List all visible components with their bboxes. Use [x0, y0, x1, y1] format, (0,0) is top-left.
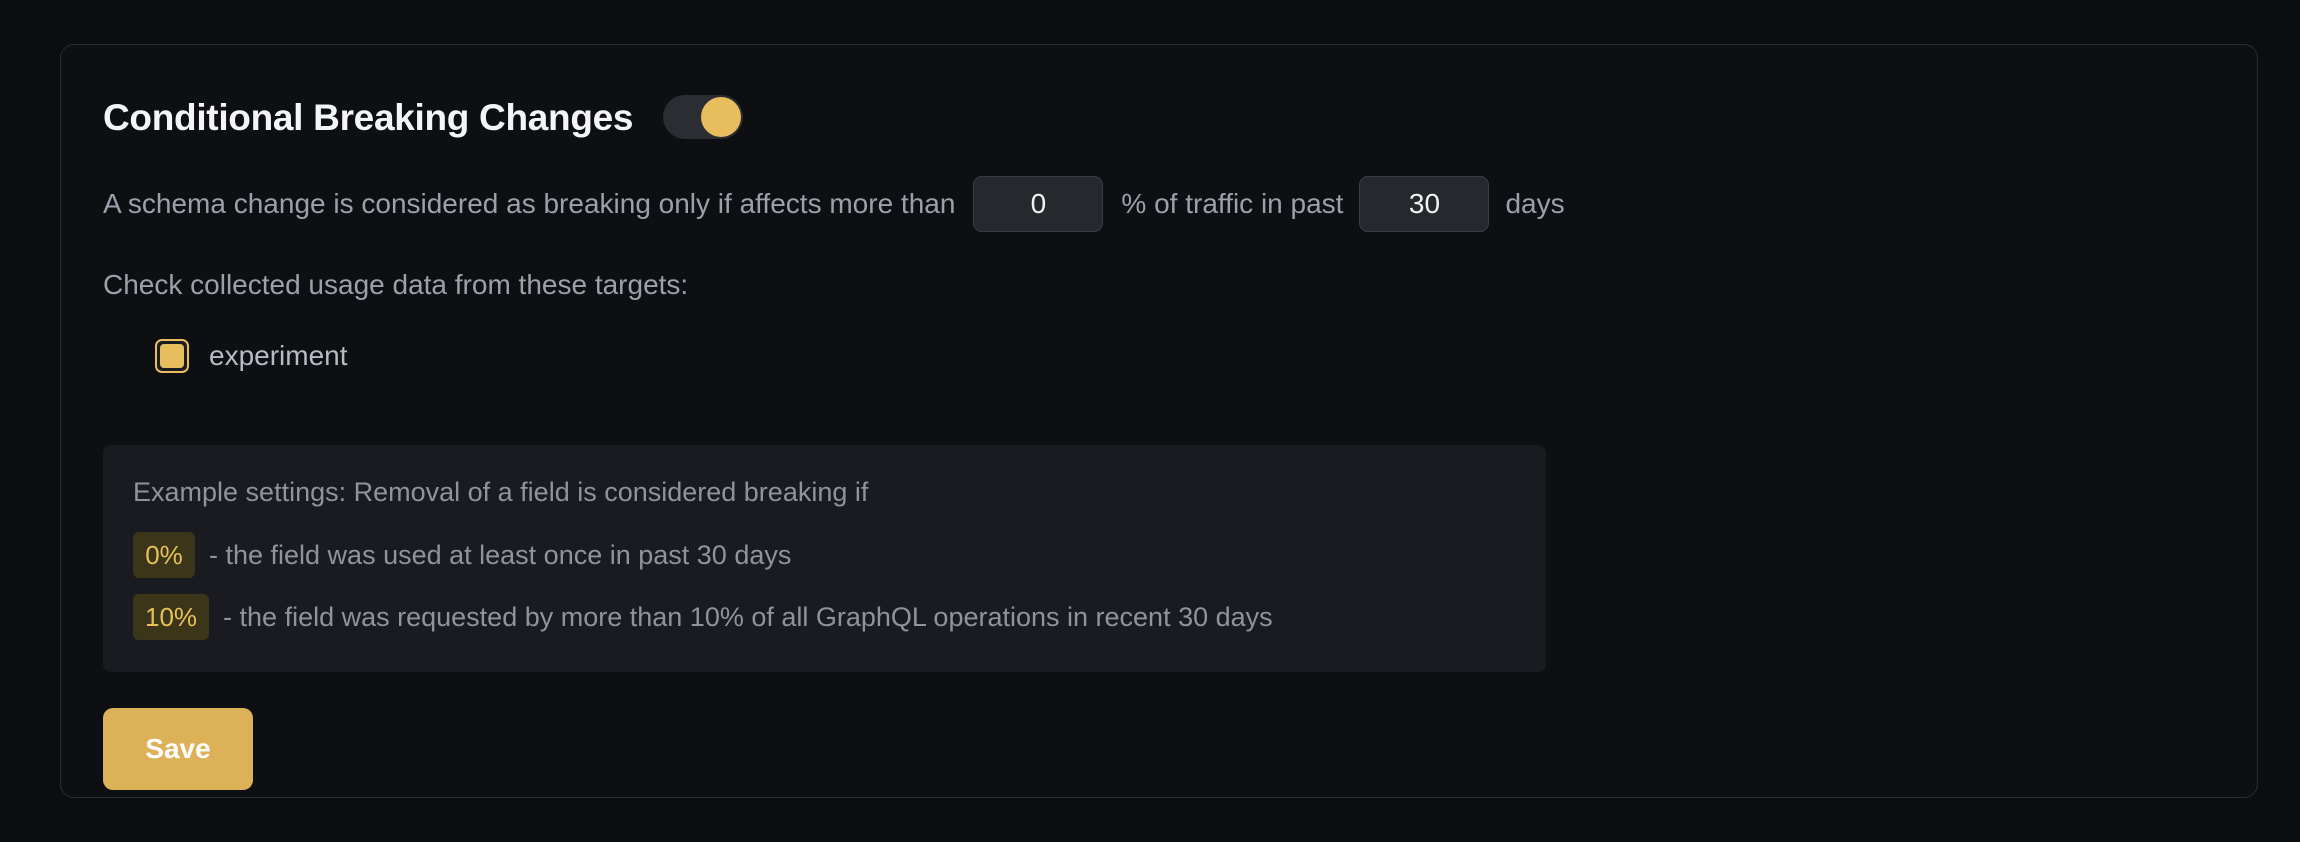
breaking-threshold-row: A schema change is considered as breakin…: [103, 176, 2215, 232]
example-badge: 0%: [133, 532, 195, 578]
target-label: experiment: [209, 340, 348, 371]
card-header: Conditional Breaking Changes: [103, 89, 2215, 145]
save-button[interactable]: Save: [103, 708, 253, 790]
example-line: 0% - the field was used at least once in…: [133, 532, 1516, 578]
example-line: 10% - the field was requested by more th…: [133, 594, 1516, 640]
days-input[interactable]: [1359, 176, 1490, 232]
threshold-prefix-label: A schema change is considered as breakin…: [103, 188, 956, 219]
toggle-knob: [701, 97, 742, 137]
conditional-breaking-changes-card: Conditional Breaking Changes A schema ch…: [60, 44, 2258, 798]
example-badge: 10%: [133, 594, 210, 640]
conditional-breaking-changes-toggle[interactable]: [663, 95, 744, 139]
card-content: Conditional Breaking Changes A schema ch…: [103, 89, 2215, 797]
percentage-input[interactable]: [973, 176, 1104, 232]
threshold-suffix-label: days: [1505, 188, 1565, 219]
page-title: Conditional Breaking Changes: [103, 96, 634, 138]
threshold-middle-label: % of traffic in past: [1121, 188, 1344, 219]
targets-label: Check collected usage data from these ta…: [103, 269, 689, 300]
example-line-text: - the field was requested by more than 1…: [223, 601, 1273, 632]
example-line-text: - the field was used at least once in pa…: [209, 539, 792, 570]
example-settings-title: Example settings: Removal of a field is …: [133, 477, 869, 507]
example-settings-box: Example settings: Removal of a field is …: [103, 445, 1546, 672]
checkbox-checked-icon[interactable]: [155, 339, 189, 373]
target-checkbox-experiment[interactable]: experiment: [155, 339, 2215, 373]
checkbox-fill: [160, 344, 184, 368]
